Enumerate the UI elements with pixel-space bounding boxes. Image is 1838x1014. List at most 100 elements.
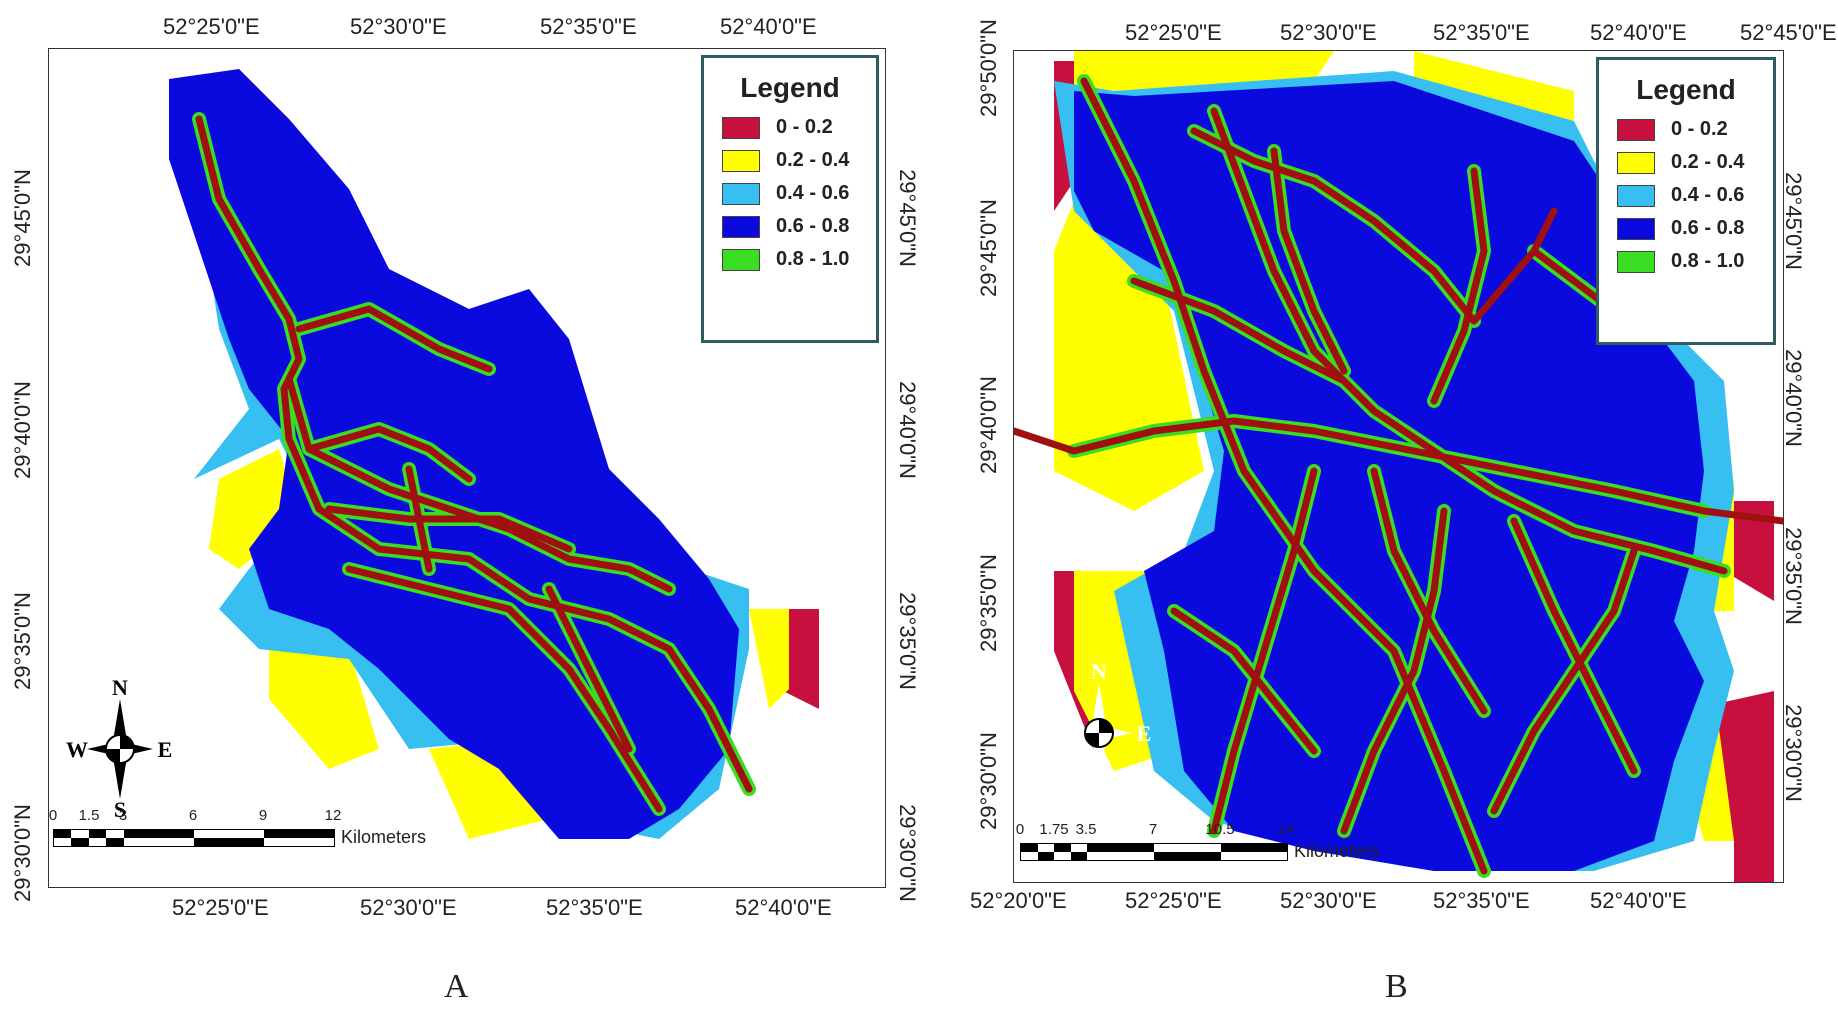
- map-a-left-coord: 29°45'0"N: [9, 169, 35, 267]
- map-a-right-coord: 29°30'0"N: [894, 804, 920, 902]
- scale-blocks: [53, 828, 335, 847]
- legend-swatch: [1617, 217, 1655, 240]
- map-b-zone-blue: [1074, 81, 1704, 871]
- map-b-left-coord: 29°40'0"N: [975, 376, 1001, 474]
- map-b-left-coord: 29°30'0"N: [975, 732, 1001, 830]
- map-a-left-coord: 29°35'0"N: [9, 592, 35, 690]
- map-b-bottom-coord: 52°40'0"E: [1590, 888, 1687, 913]
- scale-tick: 9: [258, 807, 268, 824]
- legend-swatch: [722, 182, 760, 205]
- map-b-bottom-coord: 52°25'0"E: [1125, 888, 1222, 913]
- map-a-legend: Legend 0 - 0.2 0.2 - 0.4 0.4 - 0.6 0.6 -…: [701, 55, 879, 343]
- scale-tick: 1.75: [1039, 821, 1069, 838]
- map-a-compass-icon: N S W E: [66, 679, 173, 819]
- compass-s: S: [114, 797, 126, 819]
- legend-item: 0 - 0.2: [722, 116, 858, 139]
- legend-swatch: [722, 215, 760, 238]
- map-b-compass-icon: N S W E: [1045, 663, 1152, 803]
- legend-label: 0.2 - 0.4: [1671, 151, 1745, 173]
- scale-tick: 10.5: [1205, 821, 1235, 838]
- scale-unit: Kilometers: [1294, 841, 1380, 861]
- map-b-top-coord: 52°40'0"E: [1590, 20, 1687, 45]
- legend-title: Legend: [740, 72, 840, 103]
- map-b-bottom-coord: 52°35'0"E: [1433, 888, 1530, 913]
- compass-s: S: [1093, 781, 1105, 803]
- scale-tick: 1.5: [78, 807, 100, 824]
- map-a-scalebar: 0 1.5 3 6 9 12 Kilometers: [49, 807, 453, 848]
- map-b-right-coord: 29°30'0"N: [1780, 704, 1806, 802]
- scale-tick: 3: [118, 807, 128, 824]
- legend-swatch: [1617, 118, 1655, 141]
- map-a-top-coord: 52°30'0"E: [350, 14, 447, 39]
- legend-swatch: [1617, 151, 1655, 174]
- scale-tick: 7: [1148, 821, 1158, 838]
- legend-label: 0.6 - 0.8: [776, 215, 850, 237]
- legend-item: 0.2 - 0.4: [722, 149, 858, 172]
- map-a-bottom-coord: 52°35'0"E: [546, 895, 643, 920]
- map-b-left-coord: 29°35'0"N: [975, 554, 1001, 652]
- map-b-legend: Legend 0 - 0.2 0.2 - 0.4 0.4 - 0.6 0.6 -…: [1596, 57, 1776, 345]
- scale-tick: 3.5: [1075, 821, 1097, 838]
- map-b-top-coord: 52°25'0"E: [1125, 20, 1222, 45]
- compass-w: W: [66, 737, 88, 762]
- map-b-bottom-coord: 52°30'0"E: [1280, 888, 1377, 913]
- legend-swatch: [722, 116, 760, 139]
- map-a-frame: Legend 0 - 0.2 0.2 - 0.4 0.4 - 0.6 0.6 -…: [48, 48, 886, 888]
- compass-w: W: [1045, 721, 1067, 746]
- legend-swatch: [722, 248, 760, 271]
- scale-ticks: 0 1.75 3.5 7 10.5 14: [1016, 821, 1440, 841]
- compass-n: N: [112, 679, 128, 700]
- legend-title: Legend: [1636, 74, 1736, 105]
- legend-swatch: [722, 149, 760, 172]
- scale-blocks: [1020, 842, 1288, 861]
- scale-tick: 0: [1015, 821, 1025, 838]
- map-a-top-coord: 52°40'0"E: [720, 14, 817, 39]
- map-a-top-coord: 52°25'0"E: [163, 14, 260, 39]
- panel-label-b: B: [1385, 968, 1408, 1005]
- map-a-top-coord: 52°35'0"E: [540, 14, 637, 39]
- map-b-left-coord: 29°45'0"N: [975, 199, 1001, 297]
- legend-label: 0.8 - 1.0: [776, 248, 850, 270]
- legend-item: 0 - 0.2: [1617, 118, 1755, 141]
- map-b-left-coord: 29°50'0"N: [975, 19, 1001, 117]
- legend-swatch: [1617, 250, 1655, 273]
- map-a-right-coord: 29°40'0"N: [894, 381, 920, 479]
- scale-unit: Kilometers: [341, 827, 427, 847]
- map-b-top-coord: 52°45'0"E: [1740, 20, 1837, 45]
- map-b-top-coord: 52°35'0"E: [1433, 20, 1530, 45]
- compass-e: E: [1137, 721, 1152, 746]
- map-a-right-coord: 29°45'0"N: [894, 169, 920, 267]
- legend-item: 0.6 - 0.8: [722, 215, 858, 238]
- legend-label: 0.8 - 1.0: [1671, 250, 1745, 272]
- legend-swatch: [1617, 184, 1655, 207]
- map-b-top-coord: 52°30'0"E: [1280, 20, 1377, 45]
- map-a-zone-blue: [169, 69, 739, 839]
- map-b-bottom-coord: 52°20'0"E: [970, 888, 1067, 913]
- legend-label: 0.6 - 0.8: [1671, 217, 1745, 239]
- map-b-scalebar: 0 1.75 3.5 7 10.5 14 Kilometers: [1016, 821, 1440, 862]
- legend-label: 0.4 - 0.6: [1671, 184, 1745, 206]
- scale-tick: 0: [48, 807, 58, 824]
- panel-label-a: A: [444, 968, 469, 1005]
- legend-label: 0.4 - 0.6: [776, 182, 850, 204]
- legend-item: 0.4 - 0.6: [1617, 184, 1755, 207]
- compass-n: N: [1091, 663, 1107, 684]
- map-b-zones: [1014, 51, 1783, 882]
- map-a-zones: [169, 69, 819, 839]
- legend-item: 0.2 - 0.4: [1617, 151, 1755, 174]
- scale-tick: 14: [1277, 821, 1295, 838]
- scale-ticks: 0 1.5 3 6 9 12: [49, 807, 453, 827]
- scale-tick: 12: [324, 807, 342, 824]
- scale-tick: 6: [188, 807, 198, 824]
- map-a-left-coord: 29°40'0"N: [9, 381, 35, 479]
- map-a-left-coord: 29°30'0"N: [9, 804, 35, 902]
- map-a-bottom-coord: 52°40'0"E: [735, 895, 832, 920]
- legend-label: 0.2 - 0.4: [776, 149, 850, 171]
- legend-item: 0.6 - 0.8: [1617, 217, 1755, 240]
- map-b-right-coord: 29°45'0"N: [1780, 172, 1806, 270]
- map-b-right-coord: 29°40'0"N: [1780, 349, 1806, 447]
- map-a-roads: [192, 112, 756, 816]
- compass-e: E: [158, 737, 173, 762]
- map-a-bottom-coord: 52°25'0"E: [172, 895, 269, 920]
- map-a-right-coord: 29°35'0"N: [894, 592, 920, 690]
